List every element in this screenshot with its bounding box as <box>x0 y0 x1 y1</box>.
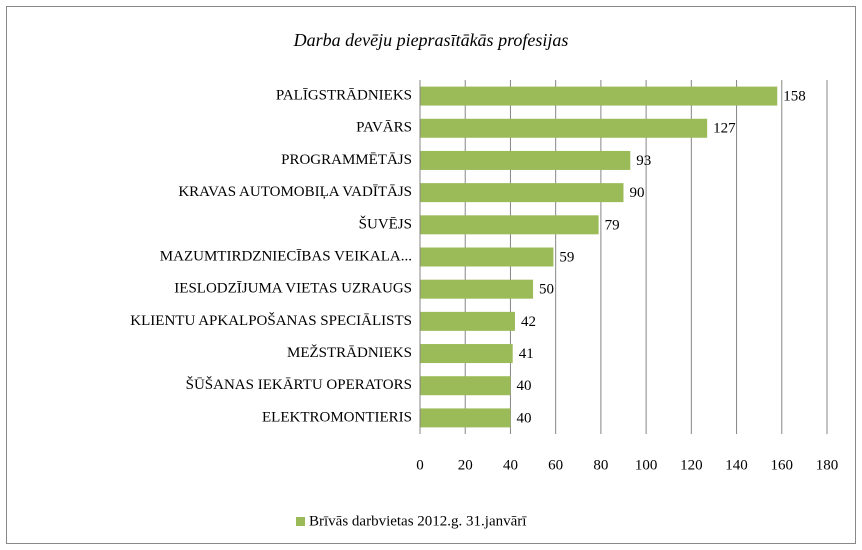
x-tick-label: 120 <box>680 457 703 473</box>
data-label: 42 <box>521 314 536 330</box>
bar <box>420 183 624 203</box>
bar <box>420 118 708 138</box>
bar <box>420 408 511 428</box>
bar <box>420 376 511 396</box>
x-tick-label: 60 <box>548 457 563 473</box>
x-tick-label: 20 <box>458 457 473 473</box>
y-tick-label: PALĪGSTRĀDNIEKS <box>276 88 412 104</box>
y-tick-label: PAVĀRS <box>356 120 412 136</box>
y-tick-label: KRAVAS AUTOMOBIĻA VADĪTĀJS <box>178 184 412 200</box>
data-label: 93 <box>636 153 651 169</box>
chart-title: Darba devēju pieprasītākās profesijas <box>293 30 569 50</box>
x-tick-label: 140 <box>725 457 748 473</box>
bar <box>420 215 599 235</box>
data-label: 79 <box>605 217 620 233</box>
x-tick-label: 100 <box>635 457 658 473</box>
y-tick-label: IESLODZĪJUMA VIETAS UZRAUGS <box>174 281 412 297</box>
data-label: 40 <box>516 410 531 426</box>
bar <box>420 311 515 331</box>
legend-label: Brīvās darbvietas 2012.g. 31.janvārī <box>309 513 527 529</box>
data-label: 127 <box>713 121 736 137</box>
y-tick-label: PROGRAMMĒTĀJS <box>281 152 412 168</box>
y-tick-label: MAZUMTIRDZNIECĪBAS VEIKALA... <box>160 248 412 264</box>
data-label: 158 <box>783 89 806 105</box>
data-label: 41 <box>519 346 534 362</box>
x-tick-label: 40 <box>503 457 518 473</box>
bar <box>420 279 534 299</box>
bar <box>420 86 778 106</box>
x-tick-label: 160 <box>771 457 794 473</box>
data-label: 40 <box>516 378 531 394</box>
x-tick-label: 0 <box>416 457 424 473</box>
y-tick-label: MEŽSTRĀDNIEKS <box>287 344 412 361</box>
legend-swatch <box>296 517 305 526</box>
y-tick-label: KLIENTU APKALPOŠANAS SPECIĀLISTS <box>130 312 412 329</box>
bar <box>420 344 513 364</box>
y-tick-label: ŠŪŠANAS IEKĀRTU OPERATORS <box>186 376 412 393</box>
y-tick-label: ŠUVĒJS <box>359 215 412 232</box>
data-label: 90 <box>630 185 645 201</box>
data-label: 59 <box>559 249 574 265</box>
bar <box>420 247 554 267</box>
bar <box>420 150 631 170</box>
x-tick-label: 180 <box>816 457 839 473</box>
data-label: 50 <box>539 282 554 298</box>
x-tick-label: 80 <box>593 457 608 473</box>
y-tick-label: ELEKTROMONTIERIS <box>262 409 412 425</box>
